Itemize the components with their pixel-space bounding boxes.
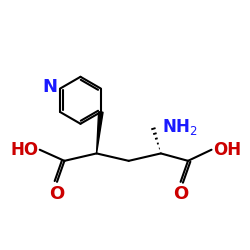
Text: OH: OH bbox=[213, 141, 241, 159]
Text: O: O bbox=[173, 185, 188, 203]
Text: HO: HO bbox=[10, 141, 38, 159]
Text: O: O bbox=[50, 185, 65, 203]
Text: N: N bbox=[42, 78, 57, 96]
Polygon shape bbox=[96, 112, 103, 154]
Text: NH$_2$: NH$_2$ bbox=[162, 118, 198, 138]
